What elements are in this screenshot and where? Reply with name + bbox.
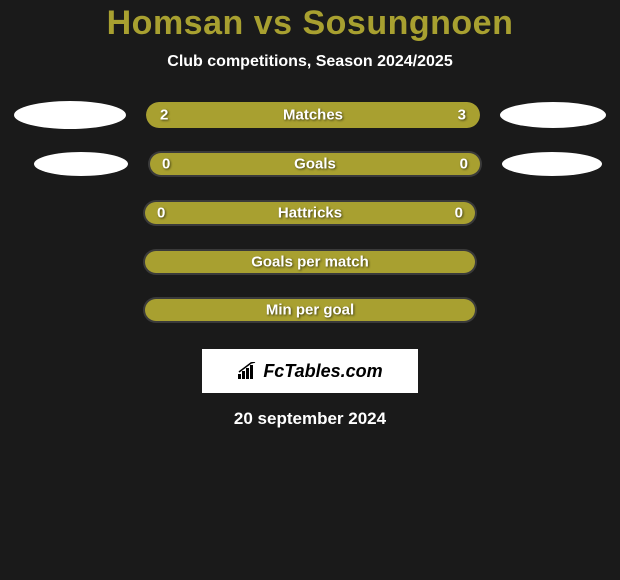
bar-value-left: 0 <box>157 205 165 222</box>
bar-value-right: 0 <box>455 205 463 222</box>
bar-value-right: 0 <box>460 156 468 173</box>
stat-row-matches: 2 Matches 3 <box>0 101 620 129</box>
stat-row-hattricks: 0 Hattricks 0 <box>0 199 620 227</box>
bar-label: Min per goal <box>266 302 354 319</box>
spacer <box>497 199 609 227</box>
stat-row-goals: 0 Goals 0 <box>0 151 620 177</box>
footer-date: 20 september 2024 <box>234 409 386 429</box>
logo: FcTables.com <box>237 361 382 382</box>
chart-icon <box>237 362 259 380</box>
bar-hattricks: 0 Hattricks 0 <box>143 200 477 226</box>
bar-value-right: 3 <box>458 107 466 124</box>
avatar-left-2 <box>34 152 128 176</box>
bar-gpm: Goals per match <box>143 249 477 275</box>
bar-matches: 2 Matches 3 <box>146 102 480 128</box>
logo-text: FcTables.com <box>263 361 382 382</box>
avatar-right-1 <box>500 102 606 128</box>
avatar-left-1 <box>14 101 126 129</box>
bar-goals: 0 Goals 0 <box>148 151 482 177</box>
bar-label: Hattricks <box>278 205 342 222</box>
page-title: Homsan vs Sosungnoen <box>107 4 514 43</box>
avatar-right-2 <box>502 152 602 176</box>
bar-value-left: 0 <box>162 156 170 173</box>
spacer <box>11 199 123 227</box>
bar-value-left: 2 <box>160 107 168 124</box>
bar-label: Matches <box>283 107 343 124</box>
bar-label: Goals per match <box>251 254 369 271</box>
page-subtitle: Club competitions, Season 2024/2025 <box>167 53 452 71</box>
logo-box: FcTables.com <box>202 349 418 393</box>
bar-mpg: Min per goal <box>143 297 477 323</box>
infographic-container: Homsan vs Sosungnoen Club competitions, … <box>0 0 620 429</box>
bar-label: Goals <box>294 156 336 173</box>
